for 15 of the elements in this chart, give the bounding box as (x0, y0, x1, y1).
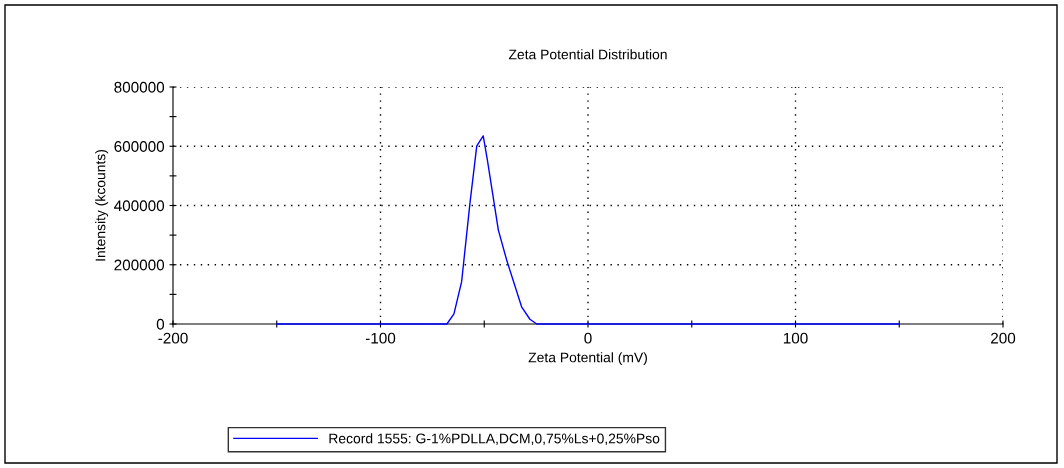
x-tick-label: 100 (783, 332, 808, 344)
line-series (276, 135, 900, 325)
y-tick-label: 800000 (114, 81, 165, 93)
x-tick-label: -200 (158, 332, 188, 344)
x-tick-label: 0 (584, 332, 592, 344)
x-tick-label: 200 (991, 332, 1016, 344)
y-tick-label: 600000 (114, 141, 165, 152)
y-tick-label: 400000 (114, 200, 165, 212)
chart-title: Zeta Potential Distribution (508, 49, 667, 60)
y-tick-label: 0 (156, 318, 165, 330)
x-axis-title: Zeta Potential (mV) (528, 352, 647, 366)
x-tick-label: -100 (365, 332, 396, 344)
text: Record 1555: G-1%PDLLA,DCM,0,75%Ls+0,25%Pso (329, 433, 660, 446)
y-tick-label: 200000 (114, 259, 165, 271)
y-axis-title: Intensity (kcounts) (95, 150, 109, 261)
